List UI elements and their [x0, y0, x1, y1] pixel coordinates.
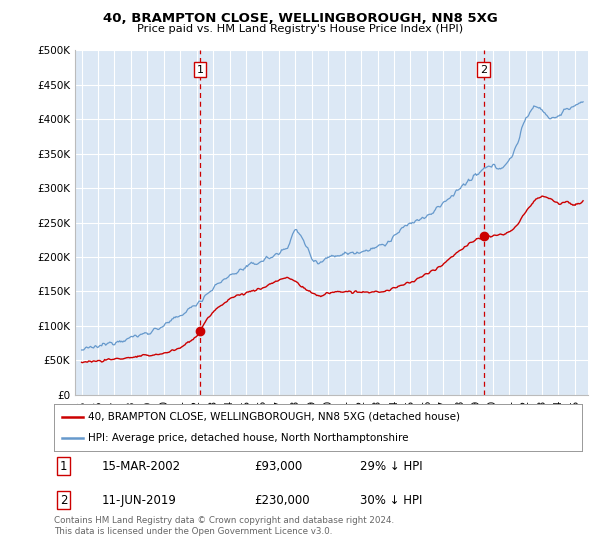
Text: 29% ↓ HPI: 29% ↓ HPI	[360, 460, 423, 473]
Text: Contains HM Land Registry data © Crown copyright and database right 2024.
This d: Contains HM Land Registry data © Crown c…	[54, 516, 394, 536]
Text: 30% ↓ HPI: 30% ↓ HPI	[360, 494, 422, 507]
Text: HPI: Average price, detached house, North Northamptonshire: HPI: Average price, detached house, Nort…	[88, 433, 409, 444]
Text: Price paid vs. HM Land Registry's House Price Index (HPI): Price paid vs. HM Land Registry's House …	[137, 24, 463, 34]
Text: 1: 1	[196, 65, 203, 74]
Text: 2: 2	[60, 494, 67, 507]
Text: 1: 1	[60, 460, 67, 473]
Text: £230,000: £230,000	[254, 494, 310, 507]
Text: 2: 2	[480, 65, 487, 74]
Text: 15-MAR-2002: 15-MAR-2002	[101, 460, 181, 473]
Text: 40, BRAMPTON CLOSE, WELLINGBOROUGH, NN8 5XG: 40, BRAMPTON CLOSE, WELLINGBOROUGH, NN8 …	[103, 12, 497, 25]
Text: 40, BRAMPTON CLOSE, WELLINGBOROUGH, NN8 5XG (detached house): 40, BRAMPTON CLOSE, WELLINGBOROUGH, NN8 …	[88, 412, 460, 422]
Text: 11-JUN-2019: 11-JUN-2019	[101, 494, 176, 507]
Text: £93,000: £93,000	[254, 460, 303, 473]
